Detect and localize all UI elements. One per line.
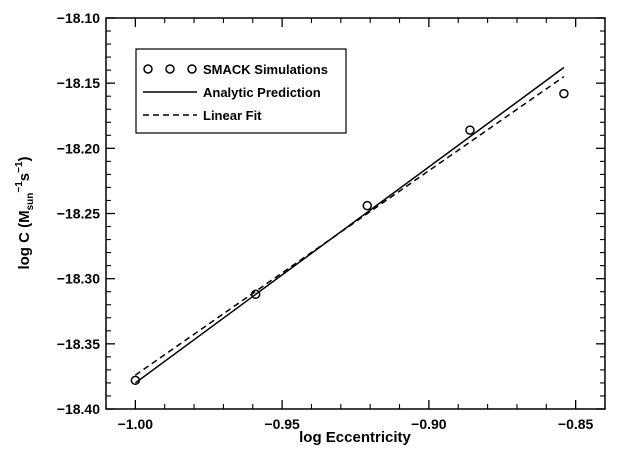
y-axis-title-end: ) — [16, 156, 33, 161]
series-line-linear-fit — [134, 76, 565, 376]
x-tick-label: −0.95 — [264, 416, 300, 432]
x-axis-title: log Eccentricity — [299, 429, 411, 446]
y-axis-title: log C (Msun−1s−1) — [14, 156, 36, 269]
y-axis-title-sub: sun — [25, 193, 36, 211]
axis-tick-labels: −1.00 −0.95 −0.90 −0.85 −18.10 −18.15 −18.20 −1… — [57, 10, 594, 432]
y-axis-title-mid: s — [16, 173, 33, 181]
legend-marker — [187, 64, 197, 74]
data-point-smack-simulations — [465, 125, 475, 135]
legend-marker — [143, 64, 153, 74]
y-tick-label: −18.35 — [57, 336, 100, 352]
legend-label-linear-fit: Linear Fit — [203, 108, 262, 123]
legend: SMACK Simulations Analytic Prediction Li… — [135, 48, 347, 134]
y-tick-label: −18.40 — [57, 401, 100, 417]
legend-label-analytic-prediction: Analytic Prediction — [203, 85, 321, 100]
y-tick-label: −18.15 — [57, 75, 100, 91]
y-axis-title-sup1: −1 — [14, 181, 25, 193]
series-layer — [130, 66, 569, 386]
y-tick-label: −18.10 — [57, 10, 100, 26]
legend-symbol-smack-simulations — [143, 64, 197, 74]
y-axis-title-base: log C (M — [16, 210, 33, 269]
data-point-smack-simulations — [362, 200, 372, 211]
y-axis-title-sup2: −1 — [14, 161, 25, 173]
x-tick-label: −0.90 — [411, 416, 447, 432]
x-tick-label: −1.00 — [118, 416, 154, 432]
y-tick-label: −18.25 — [57, 206, 100, 222]
y-tick-label: −18.30 — [57, 271, 100, 287]
legend-box — [135, 48, 347, 134]
legend-marker — [165, 64, 175, 74]
legend-label-smack-simulations: SMACK Simulations — [203, 62, 328, 77]
axis-ticks — [105, 17, 606, 410]
data-point-smack-simulations — [559, 88, 569, 99]
y-tick-label: −18.20 — [57, 140, 100, 156]
x-tick-label: −0.85 — [558, 416, 594, 432]
